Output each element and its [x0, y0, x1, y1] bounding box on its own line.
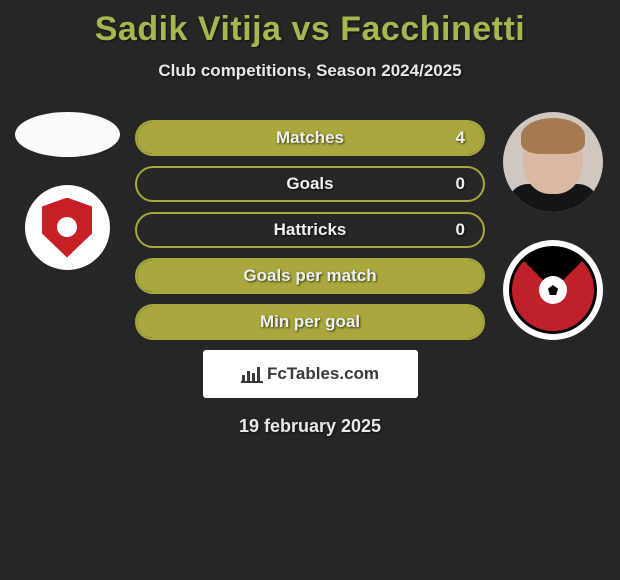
stat-label: Min per goal: [260, 312, 360, 332]
stat-value-right: 0: [456, 174, 465, 194]
right-column: [498, 112, 608, 340]
stat-value-right: 4: [456, 128, 465, 148]
stat-row-matches: Matches 4: [135, 120, 485, 156]
stat-row-hattricks: Hattricks 0: [135, 212, 485, 248]
club-logo-right: [503, 240, 603, 340]
left-column: [12, 112, 122, 270]
football-icon: [539, 276, 567, 304]
player-right-photo: [503, 112, 603, 212]
player-left-placeholder: [15, 112, 120, 157]
stat-row-goals-per-match: Goals per match: [135, 258, 485, 294]
stat-label: Goals: [286, 174, 333, 194]
shield-icon: [42, 198, 92, 258]
stat-row-goals: Goals 0: [135, 166, 485, 202]
page-subtitle: Club competitions, Season 2024/2025: [0, 61, 620, 81]
club-logo-left: [25, 185, 110, 270]
stat-label: Hattricks: [274, 220, 347, 240]
stat-value-right: 0: [456, 220, 465, 240]
stat-row-min-per-goal: Min per goal: [135, 304, 485, 340]
brand-label: FcTables.com: [267, 364, 379, 384]
bar-chart-icon: [241, 365, 263, 383]
brand-box: FcTables.com: [203, 350, 418, 398]
page-title: Sadik Vitija vs Facchinetti: [0, 0, 620, 49]
stat-label: Matches: [276, 128, 344, 148]
stat-label: Goals per match: [243, 266, 376, 286]
date-label: 19 february 2025: [135, 416, 485, 437]
stats-container: Matches 4 Goals 0 Hattricks 0 Goals per …: [135, 120, 485, 437]
